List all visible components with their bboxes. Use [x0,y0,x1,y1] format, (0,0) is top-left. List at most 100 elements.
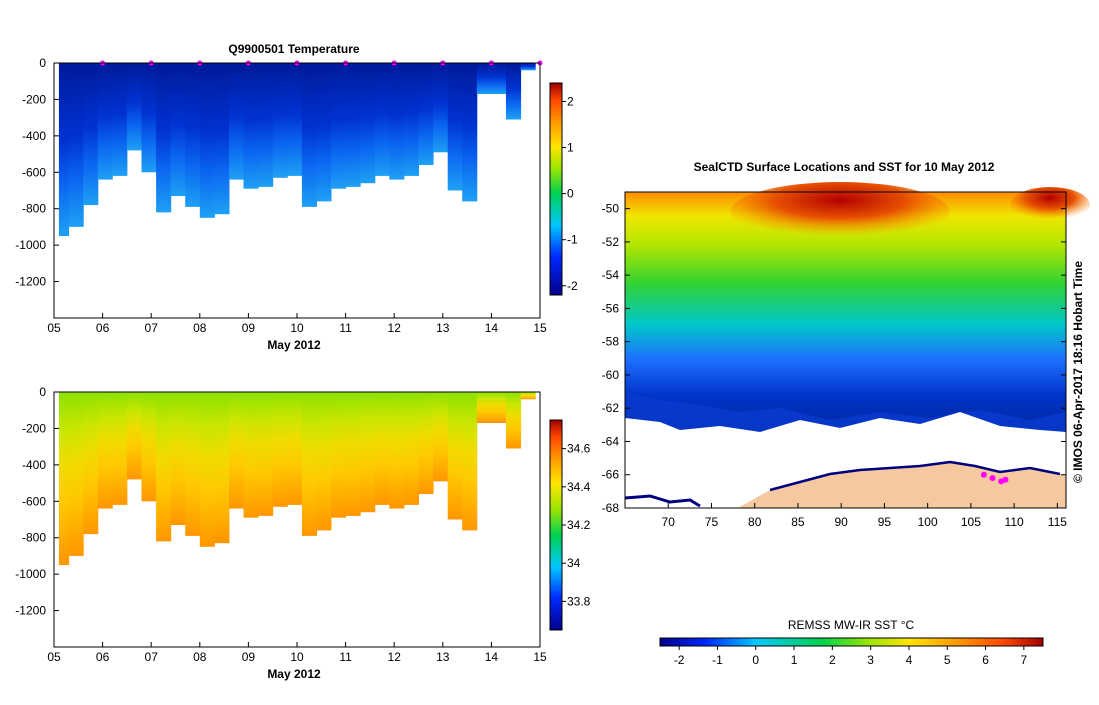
x-tick-label: 11 [339,650,352,664]
profile-column [141,63,157,173]
profile-column [83,392,99,535]
profile-column [156,392,172,542]
y-tick-label: -1200 [15,275,46,289]
profile-column [258,392,274,516]
profile-column [185,63,201,207]
x-tick-label: 13 [436,321,450,335]
profile-column [272,63,288,178]
profile-column [433,392,449,482]
profile-column [112,392,128,505]
profile-column [403,392,419,505]
profile-column [68,392,84,556]
y-tick-label: -1000 [15,238,46,252]
y-tick-label: -400 [22,458,46,472]
sst-colorbar-tick-label: 0 [752,653,759,667]
y-tick-label: -600 [22,165,46,179]
colorbar-tick-label: 33.8 [567,594,591,608]
profile-column [316,392,332,531]
profile-column [506,63,522,120]
colorbar-tick-label: 1 [567,141,574,155]
x-tick-label: 15 [533,321,547,335]
lon-tick-label: 75 [705,515,719,529]
lon-tick-label: 70 [662,515,676,529]
salinity-profiles [58,392,536,565]
lat-tick-label: -56 [602,301,620,315]
profile-column [418,392,434,494]
colorbar-tick-label: 34.2 [567,518,591,532]
x-tick-label: 09 [242,321,256,335]
x-tick-label: 10 [290,650,304,664]
colorbar-tick-label: 34.4 [567,480,591,494]
sst-colorbar-tick-label: 7 [1021,653,1028,667]
x-tick-label: 07 [145,321,159,335]
profile-column [170,392,186,525]
sst-colorbar [659,637,1044,647]
salinity-panel: 0 -200 -400 -600 -800 -1000 -1200 05 06 07 08 09 10… [15,385,590,681]
profile-column [97,392,113,509]
x-tick-label: 08 [193,321,207,335]
profile-column [199,63,215,218]
sst-colorbar-tick-label: -2 [674,653,685,667]
lon-tick-label: 90 [834,515,848,529]
colorbar-tick-label: 2 [567,94,574,108]
coastline [769,460,1061,492]
profile-column [462,392,478,531]
profile-column [126,392,142,480]
profile-column [58,392,70,565]
profile-column [476,392,492,423]
y-tick-label: -800 [22,202,46,216]
map-title: SealCTD Surface Locations and SST for 10… [694,160,995,174]
profile-column [301,63,317,207]
lat-tick-label: -68 [602,501,620,515]
y-tick-label: -200 [22,92,46,106]
x-tick-label: 10 [290,321,304,335]
y-tick-label: -200 [22,421,46,435]
map-longitude-axis: 70 75 80 85 90 95 100 105 110 115 [662,503,1067,529]
lat-tick-label: -54 [602,268,620,282]
y-tick-label: -1000 [15,567,46,581]
profile-column [68,63,84,227]
profile-column [476,63,492,94]
profile-column [520,392,536,400]
lat-tick-label: -52 [602,235,620,249]
profile-column [316,63,332,202]
profile-column [156,63,172,213]
y-tick-label: -400 [22,129,46,143]
lon-tick-label: 110 [1005,515,1024,529]
temperature-colorbar-ticks: 2 1 0 -1 -2 [562,94,578,293]
profile-column [287,392,303,505]
x-tick-label: 14 [485,650,499,664]
y-tick-label: -600 [22,494,46,508]
profile-column [374,392,390,505]
profile-column [462,63,478,202]
x-tick-label: 08 [193,650,207,664]
x-tick-label: 05 [47,321,61,335]
sst-colorbar-tick-label: 4 [906,653,913,667]
profile-column [447,63,463,191]
sst-warm-patch-east [1010,187,1090,223]
x-tick-label: 11 [339,321,352,335]
lat-tick-label: -64 [602,434,620,448]
profile-column [272,392,288,507]
profile-column [360,63,376,184]
profile-column [287,63,303,176]
profile-column [112,63,128,176]
credit-text: © IMOS 06-Apr-2017 18:16 Hobart Time [1071,261,1085,483]
seal-positions [980,471,1009,485]
sst-colorbar-label: REMSS MW-IR SST °C [788,618,915,632]
profile-column [229,392,245,509]
colorbar-tick-label: -2 [567,279,578,293]
sst-colorbar-tick-label: 3 [867,653,874,667]
y-tick-label: 0 [39,385,46,399]
profile-column [83,63,99,206]
colorbar-tick-label: 0 [567,187,574,201]
lon-tick-label: 100 [918,515,938,529]
sst-colorbar-tick-label: -1 [712,653,723,667]
lat-tick-label: -60 [602,368,620,382]
map-frame [624,191,1067,509]
sst-colorbar-tick-label: 5 [944,653,951,667]
profile-column [58,63,70,236]
profile-column [506,392,522,449]
profile-column [243,63,259,189]
